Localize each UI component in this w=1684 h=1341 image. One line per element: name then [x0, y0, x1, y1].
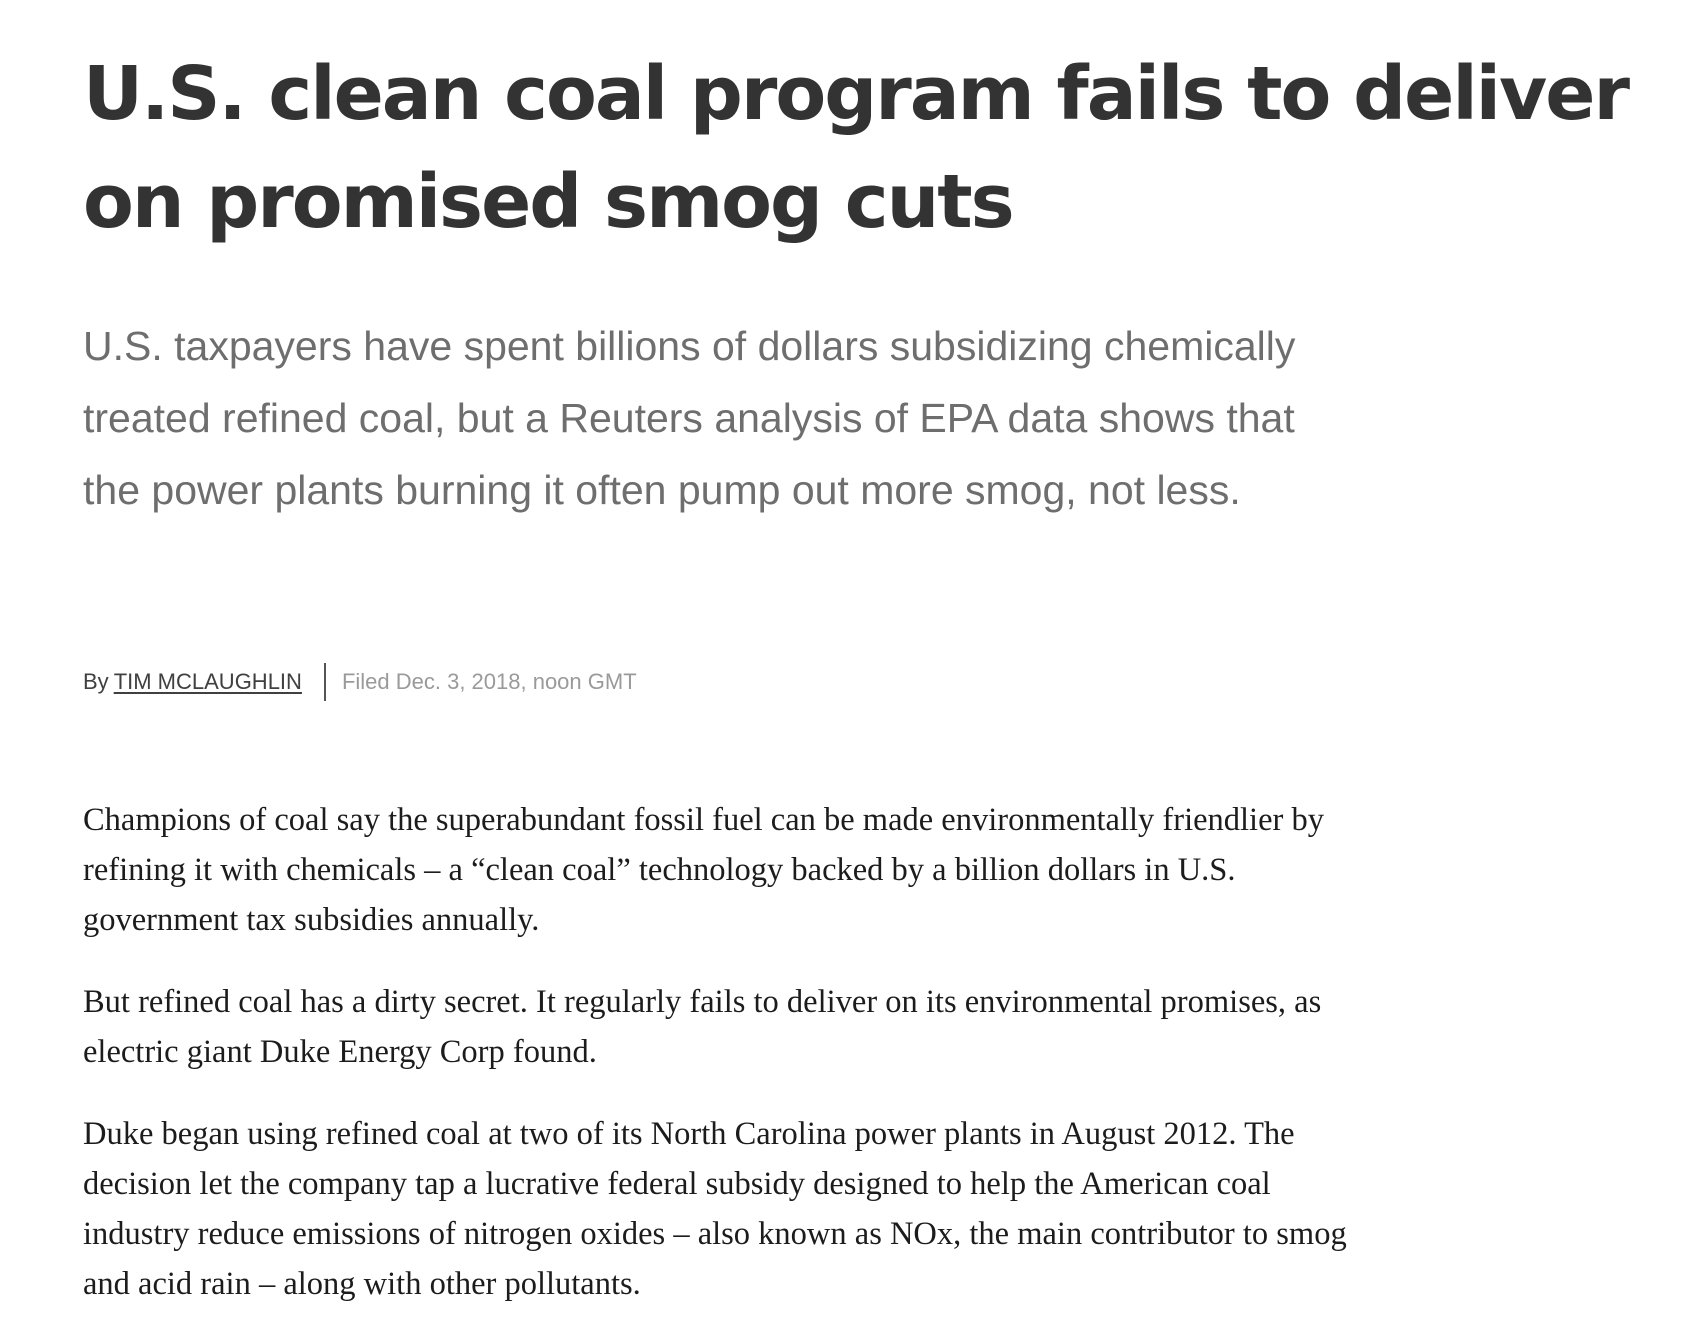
article-body: Champions of coal say the superabundant …	[83, 795, 1383, 1341]
byline: By TIM MCLAUGHLIN Filed Dec. 3, 2018, no…	[83, 662, 637, 702]
filed-date: Filed Dec. 3, 2018, noon GMT	[341, 669, 637, 694]
byline-prefix: By	[83, 669, 109, 694]
headline: U.S. clean coal program fails to deliver…	[83, 51, 1630, 245]
byline-divider	[323, 663, 326, 701]
article-deck: U.S. taxpayers have spent billions of do…	[83, 323, 1296, 513]
body-paragraph: But refined coal has a dirty secret. It …	[83, 984, 1322, 1070]
body-paragraph: Duke began using refined coal at two of …	[83, 1116, 1347, 1302]
author-link[interactable]: TIM MCLAUGHLIN	[113, 669, 302, 694]
body-paragraph: Champions of coal say the superabundant …	[83, 802, 1324, 938]
article: U.S. clean coal program fails to deliver…	[83, 0, 1673, 1302]
